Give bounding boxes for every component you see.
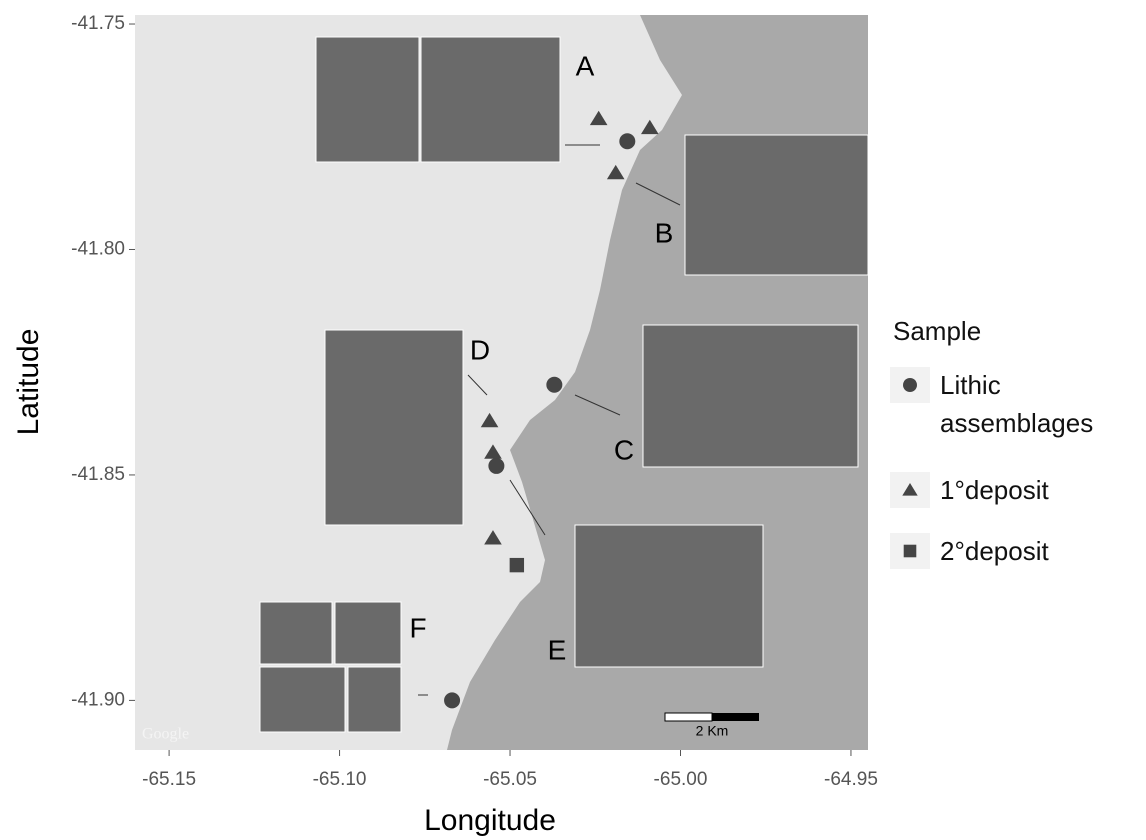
point [619,133,635,149]
x-tick-label: -65.05 [483,769,537,790]
legend-marker [903,378,917,392]
photo-label: E [548,634,567,665]
photo-label: D [470,334,490,365]
y-tick-label: -41.80 [71,238,125,259]
x-tick-label: -64.95 [824,769,878,790]
page: 2 Km Google Longitude Latitude -65.15 -65… [0,0,1146,840]
legend-label: Lithic assemblages [940,366,1140,442]
photo-label: F [409,612,426,643]
y-axis-title: Latitude [12,329,45,436]
legend-title: Sample [893,312,981,350]
point [546,377,562,393]
legend-label: 2°deposit [940,532,1140,570]
scale-label: 2 Km [696,723,729,739]
point [444,692,460,708]
photo-label: A [576,50,595,81]
legend-marker [904,545,917,558]
scale-bar [712,713,759,721]
watermark: Google [142,726,189,743]
y-tick-label: -41.85 [71,464,125,485]
point [510,558,524,572]
legend-label: 1°deposit [940,471,1140,509]
photo-label: B [655,217,674,248]
y-tick-label: -41.90 [71,689,125,710]
x-tick-label: -65.10 [313,769,367,790]
y-tick-label: -41.75 [71,13,125,34]
point [488,458,504,474]
x-tick-label: -65.15 [142,769,196,790]
x-axis-title: Longitude [424,804,556,837]
scale-bar [665,713,712,721]
x-tick-label: -65.00 [654,769,708,790]
photo-label: C [614,434,634,465]
